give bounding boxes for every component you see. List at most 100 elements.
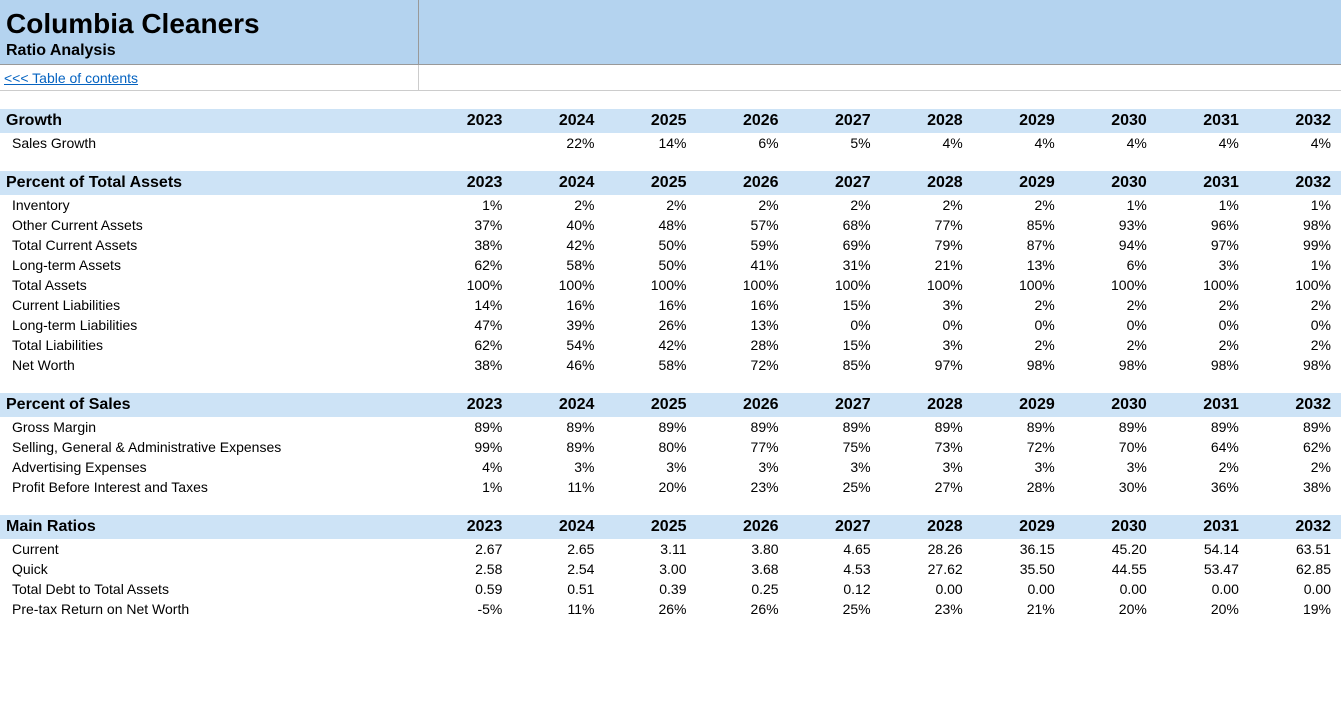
cell-value: 4% (973, 133, 1065, 153)
cell-value: 79% (881, 235, 973, 255)
cell-value: 96% (1157, 215, 1249, 235)
cell-value: 23% (881, 599, 973, 619)
row-label: Total Debt to Total Assets (0, 579, 420, 599)
cell-value: 21% (973, 599, 1065, 619)
cell-value: 2.54 (512, 559, 604, 579)
row-label: Pre-tax Return on Net Worth (0, 599, 420, 619)
cell-value: 89% (1249, 417, 1341, 437)
cell-value: 0.39 (604, 579, 696, 599)
cell-value: 46% (512, 355, 604, 375)
cell-value: 0.25 (697, 579, 789, 599)
cell-value: 13% (973, 255, 1065, 275)
cell-value: 1% (1249, 195, 1341, 215)
year-header: 2030 (1065, 171, 1157, 195)
cell-value: 15% (789, 295, 881, 315)
cell-value: 2.67 (420, 539, 512, 559)
cell-value: 28% (697, 335, 789, 355)
cell-value: 4% (420, 457, 512, 477)
cell-value: 72% (697, 355, 789, 375)
cell-value: 58% (512, 255, 604, 275)
year-header: 2025 (604, 109, 696, 133)
year-header: 2030 (1065, 393, 1157, 417)
year-header: 2023 (420, 171, 512, 195)
cell-value: 100% (1157, 275, 1249, 295)
cell-value: 1% (420, 477, 512, 497)
cell-value: 16% (604, 295, 696, 315)
cell-value: 3.00 (604, 559, 696, 579)
cell-value: 1% (1065, 195, 1157, 215)
year-header: 2023 (420, 515, 512, 539)
cell-value: 3% (697, 457, 789, 477)
toc-row: <<< Table of contents (0, 65, 1341, 91)
row-label: Advertising Expenses (0, 457, 420, 477)
cell-value: 41% (697, 255, 789, 275)
cell-value: 100% (1065, 275, 1157, 295)
cell-value: 16% (697, 295, 789, 315)
cell-value: 2% (973, 195, 1065, 215)
cell-value: 0.51 (512, 579, 604, 599)
cell-value: 100% (512, 275, 604, 295)
cell-value: 0% (881, 315, 973, 335)
cell-value: 2% (1157, 457, 1249, 477)
cell-value: 54.14 (1157, 539, 1249, 559)
row-label: Total Current Assets (0, 235, 420, 255)
cell-value: 59% (697, 235, 789, 255)
cell-value: 3.80 (697, 539, 789, 559)
cell-value: 89% (881, 417, 973, 437)
table-row: Long-term Assets62%58%50%41%31%21%13%6%3… (0, 255, 1341, 275)
cell-value: 15% (789, 335, 881, 355)
cell-value: 94% (1065, 235, 1157, 255)
cell-value: 3% (881, 295, 973, 315)
header-vertical-divider (418, 0, 419, 64)
year-header: 2027 (789, 171, 881, 195)
cell-value: 48% (604, 215, 696, 235)
year-header: 2029 (973, 109, 1065, 133)
year-header: 2027 (789, 515, 881, 539)
cell-value: 100% (604, 275, 696, 295)
cell-value: 89% (512, 417, 604, 437)
year-header: 2023 (420, 109, 512, 133)
cell-value: 4% (1249, 133, 1341, 153)
cell-value: 1% (1249, 255, 1341, 275)
ratio-table: Growth2023202420252026202720282029203020… (0, 91, 1341, 619)
cell-value: 68% (789, 215, 881, 235)
cell-value: 0% (1249, 315, 1341, 335)
cell-value: 2% (1065, 295, 1157, 315)
year-header: 2027 (789, 109, 881, 133)
cell-value: 100% (1249, 275, 1341, 295)
cell-value: 0% (973, 315, 1065, 335)
cell-value: 2.58 (420, 559, 512, 579)
cell-value: 5% (789, 133, 881, 153)
table-row: Total Current Assets38%42%50%59%69%79%87… (0, 235, 1341, 255)
cell-value: 3.68 (697, 559, 789, 579)
table-row: Pre-tax Return on Net Worth-5%11%26%26%2… (0, 599, 1341, 619)
row-label: Total Liabilities (0, 335, 420, 355)
cell-value: 57% (697, 215, 789, 235)
cell-value: 2% (1249, 457, 1341, 477)
cell-value: 63.51 (1249, 539, 1341, 559)
cell-value: 6% (697, 133, 789, 153)
cell-value: 0.00 (881, 579, 973, 599)
year-header: 2028 (881, 515, 973, 539)
cell-value: 3% (604, 457, 696, 477)
row-label: Inventory (0, 195, 420, 215)
cell-value: 2% (973, 335, 1065, 355)
cell-value: 99% (420, 437, 512, 457)
year-header: 2030 (1065, 515, 1157, 539)
spacer (0, 497, 1341, 515)
toc-link[interactable]: <<< Table of contents (0, 70, 138, 86)
cell-value: 13% (697, 315, 789, 335)
cell-value: 16% (512, 295, 604, 315)
year-header: 2026 (697, 109, 789, 133)
cell-value: 2% (1157, 335, 1249, 355)
row-label: Other Current Assets (0, 215, 420, 235)
cell-value: 70% (1065, 437, 1157, 457)
cell-value: 36% (1157, 477, 1249, 497)
cell-value: 50% (604, 255, 696, 275)
row-label: Current (0, 539, 420, 559)
cell-value: 3% (1157, 255, 1249, 275)
cell-value: 73% (881, 437, 973, 457)
cell-value: 3% (881, 335, 973, 355)
table-row: Current Liabilities14%16%16%16%15%3%2%2%… (0, 295, 1341, 315)
cell-value: 89% (604, 417, 696, 437)
